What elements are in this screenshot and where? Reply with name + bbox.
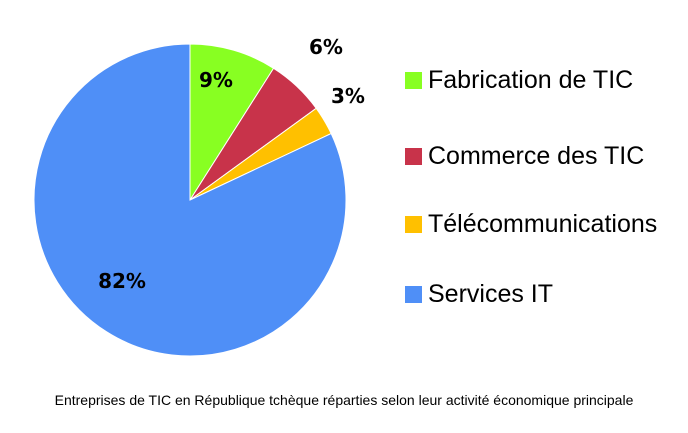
legend-item-telecommunications: Télécommunications [405, 206, 657, 242]
legend-item-commerce: Commerce des TIC [405, 138, 644, 174]
pie-slice-fabrication [189, 43, 275, 202]
legend-item-fabrication: Fabrication de TIC [405, 62, 633, 98]
legend-swatch-commerce [405, 147, 422, 165]
legend-label-commerce: Commerce des TIC [428, 141, 645, 170]
legend-swatch-services-it [405, 285, 422, 303]
data-label-commerce: 6% [309, 35, 343, 59]
legend-label-services-it: Services IT [428, 279, 554, 308]
legend-label-telecommunications: Télécommunications [428, 209, 658, 238]
data-label-fabrication: 9% [199, 68, 233, 92]
data-label-telecommunications: 3% [331, 84, 365, 108]
legend-label-fabrication: Fabrication de TIC [428, 65, 634, 94]
data-label-services-it: 82% [98, 269, 146, 293]
chart-caption: Entreprises de TIC en République tchèque… [54, 392, 634, 408]
legend-item-services-it: Services IT [405, 276, 553, 312]
legend-swatch-telecommunications [405, 215, 422, 233]
legend-swatch-fabrication [405, 71, 422, 89]
pie-slice-services-it [33, 43, 347, 357]
